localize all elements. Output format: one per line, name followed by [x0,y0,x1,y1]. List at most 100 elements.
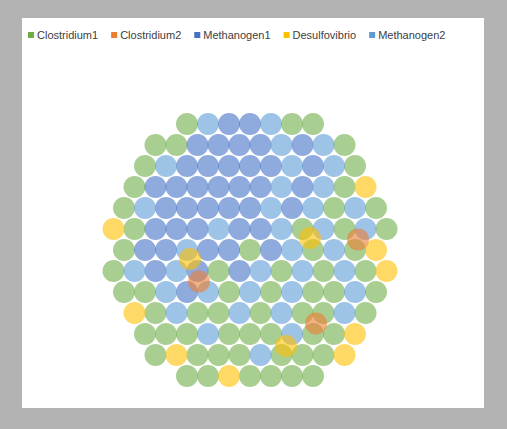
legend-item: Methanogen2 [369,29,445,41]
point [334,134,356,156]
point [344,323,366,345]
point [208,302,230,324]
point [124,218,146,240]
point [208,218,230,240]
point [344,155,366,177]
point [302,365,324,387]
point [260,113,282,135]
point [334,176,356,198]
point [239,197,261,219]
series-points [103,113,398,387]
point [305,313,327,335]
point [239,155,261,177]
point [187,302,209,324]
point [229,302,251,324]
point [187,134,209,156]
point [145,134,167,156]
plot-area [103,113,398,387]
point [313,260,335,282]
point [313,134,335,156]
point [218,155,240,177]
point [250,176,272,198]
legend-label: Desulfovibrio [293,29,357,41]
legend-label: Methanogen2 [378,29,445,41]
point [113,281,135,303]
legend-swatch [284,32,290,38]
point [239,281,261,303]
point [334,344,356,366]
point [334,302,356,324]
point [271,134,293,156]
series-points [103,176,398,387]
point [376,218,398,240]
point [239,365,261,387]
point [176,365,198,387]
legend-swatch [369,32,375,38]
point [134,197,156,219]
point [355,176,377,198]
point [166,134,188,156]
point [155,281,177,303]
point [376,260,398,282]
series-points [134,113,324,303]
point [197,113,219,135]
point [166,176,188,198]
point [260,155,282,177]
point [166,344,188,366]
point [229,134,251,156]
point [323,155,345,177]
series-points [188,229,369,335]
point [250,134,272,156]
point [260,197,282,219]
point [239,323,261,345]
point [197,365,219,387]
point [323,281,345,303]
point [260,239,282,261]
point [176,197,198,219]
point [281,113,303,135]
point [344,281,366,303]
point [134,323,156,345]
point [250,260,272,282]
point [218,365,240,387]
point [239,113,261,135]
point [365,197,387,219]
point [271,302,293,324]
point [302,113,324,135]
point [187,218,209,240]
point [302,197,324,219]
panel [22,18,484,408]
point [347,229,369,251]
chart: Clostridium1Clostridium2Methanogen1Desul… [0,0,507,429]
point [365,281,387,303]
point [281,197,303,219]
point [281,365,303,387]
point [124,302,146,324]
point [145,176,167,198]
point [218,197,240,219]
point [179,248,201,270]
point [208,176,230,198]
legend-item: Clostridium2 [111,29,181,41]
point [260,365,282,387]
legend: Clostridium1Clostridium2Methanogen1Desul… [28,29,445,41]
point [260,281,282,303]
point [250,218,272,240]
legend-label: Methanogen1 [203,29,270,41]
point [355,260,377,282]
point [355,302,377,324]
legend-swatch [111,32,117,38]
point [292,260,314,282]
point [134,281,156,303]
point [134,155,156,177]
point [292,176,314,198]
point [218,281,240,303]
point [113,239,135,261]
point [166,218,188,240]
point [250,344,272,366]
point [124,176,146,198]
legend-label: Clostridium2 [120,29,181,41]
point [166,302,188,324]
point [302,281,324,303]
point [187,344,209,366]
